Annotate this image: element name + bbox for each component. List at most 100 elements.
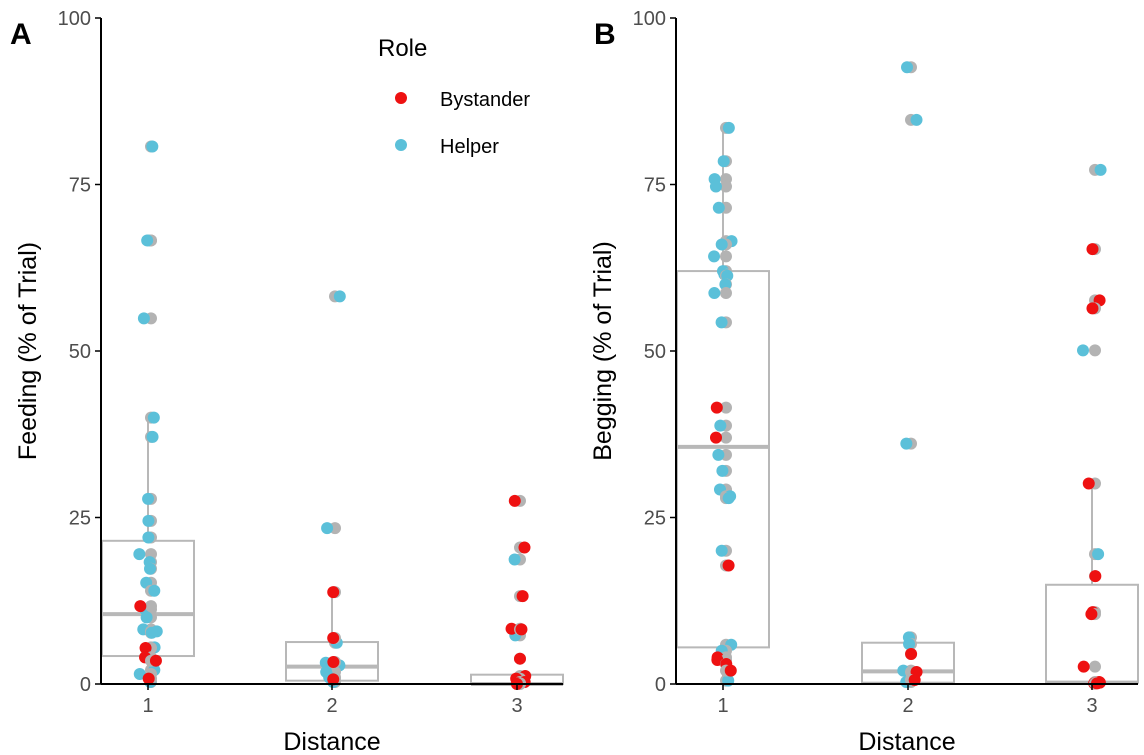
panel-b-xlabel: Distance [858, 728, 955, 755]
panel-b-point-shadow [720, 250, 732, 263]
panel-a-point-helper [146, 430, 159, 443]
panel-b-point-helper [717, 155, 730, 168]
panel-a-point-helper [148, 584, 161, 597]
panel-b-y-tick-label: 75 [644, 175, 666, 197]
panel-b-point-helper [910, 113, 923, 126]
panel-a-point-helper [137, 312, 150, 325]
panel-a-point-bystander [327, 632, 340, 645]
panel-b-point-helper [1092, 548, 1105, 561]
panel-a-point-bystander [327, 586, 340, 599]
panel-b-point-helper [709, 180, 722, 193]
panel-b-plot-area: 0 25 50 75 100 1 2 3 [633, 8, 1139, 717]
panel-b-point-bystander [1089, 570, 1102, 583]
panel-b-y-tick-label: 50 [644, 341, 666, 363]
legend-label-helper: Helper [440, 136, 499, 158]
panel-a-point-helper [508, 553, 521, 566]
panel-b-point-shadow [720, 401, 732, 414]
panel-b-point-helper [708, 287, 721, 300]
panel-a-point-helper [142, 492, 155, 505]
panel-b-point-helper [1077, 344, 1090, 357]
panel-b-x-tick-label: 1 [717, 695, 728, 717]
panel-b-x-tick-label: 3 [1086, 695, 1097, 717]
panel-b-point-bystander [710, 431, 723, 444]
panel-b-point-shadow [720, 431, 732, 444]
panel-a-y-tick-label: 75 [69, 175, 91, 197]
panel-a-point-helper [333, 290, 346, 303]
panel-a-point-helper [141, 234, 154, 247]
panel-a-point-shadow [145, 600, 157, 613]
panel-b-point-helper [712, 201, 725, 214]
panel-b-y-tick-label: 0 [655, 674, 666, 696]
panel-a-point-helper [142, 514, 155, 527]
panel-a-y-tick-label: 25 [69, 508, 91, 530]
panel-a-ylabel: Feeding (% of Trial) [14, 242, 42, 460]
panel-b-point-helper [719, 278, 732, 291]
panel-b-point-helper [716, 464, 729, 477]
panel-b-point-helper [901, 61, 914, 74]
panel-b-point-bystander [905, 648, 918, 661]
panel-a-point-bystander [518, 541, 531, 554]
panel-a-point-helper [321, 522, 334, 535]
panel-b-point-helper [715, 238, 728, 251]
panel-a-point-helper [140, 611, 153, 624]
panel-b-point-helper [715, 544, 728, 557]
panel-a-label: A [10, 18, 32, 51]
panel-a-point-bystander [149, 654, 162, 667]
panel-a-point-helper [133, 668, 146, 681]
panel-a-point-bystander [327, 656, 340, 669]
panel-b-point-shadow [720, 287, 732, 300]
panel-a-y-tick-label: 50 [69, 341, 91, 363]
panel-b-point-bystander [1082, 477, 1095, 490]
panel-b-point-shadow [1089, 660, 1101, 673]
panel-a-plot-area: 0 25 50 75 100 1 2 3 [58, 8, 564, 717]
panel-b-point-helper [722, 121, 735, 134]
panel-b-x-tick-label: 2 [902, 695, 913, 717]
panel-b-point-helper [1094, 163, 1107, 176]
panel-a-point-helper [147, 411, 160, 424]
panel-b-point-shadow [1089, 344, 1101, 357]
panel-a-xlabel: Distance [283, 728, 380, 755]
panel-a-x-tick-label: 1 [142, 695, 153, 717]
panel-b-point-shadow [720, 180, 732, 193]
panel-a: A Feeding (% of Trial) Distance 0 25 50 75 1… [10, 8, 564, 755]
panel-b-point-helper [900, 437, 913, 450]
panel-a-point-helper [144, 562, 157, 575]
panel-b-point-helper [722, 492, 735, 505]
panel-b-point-bystander [722, 559, 735, 572]
panel-b-point-bystander [710, 401, 723, 414]
panel-a-point-helper [142, 531, 155, 544]
panel-b-point-bystander [1085, 608, 1098, 621]
panel-b-y-tick-label: 100 [633, 8, 666, 30]
panel-a-x-tick-label: 3 [511, 695, 522, 717]
panel-b-point-helper [715, 316, 728, 329]
panel-b-point-helper [903, 638, 916, 651]
panel-b-box-3 [1045, 484, 1139, 685]
panel-a-point-bystander [142, 672, 155, 685]
panel-b-point-bystander [724, 664, 737, 677]
panel-a-point-bystander [513, 652, 526, 665]
panel-b-point-helper [708, 250, 721, 263]
panel-a-point-bystander [139, 642, 152, 655]
panel-a-x-tick-label: 2 [326, 695, 337, 717]
panel-b-ylabel: Begging (% of Trial) [589, 241, 617, 461]
panel-b-point-bystander [1077, 660, 1090, 673]
legend-swatch-helper [395, 139, 407, 151]
panel-a-point-bystander [327, 673, 340, 686]
legend: Role Bystander Helper [378, 35, 530, 158]
panel-b: B Begging (% of Trial) Distance 0 25 50 75 1… [589, 8, 1139, 755]
legend-swatch-bystander [395, 92, 407, 104]
legend-label-bystander: Bystander [440, 89, 530, 111]
panel-a-point-helper [145, 626, 158, 639]
panel-a-point-bystander [134, 600, 147, 613]
panel-a-point-helper [146, 140, 159, 153]
panel-b-point-bystander [1086, 243, 1099, 256]
panel-b-point-helper [714, 419, 727, 432]
panel-b-y-tick-label: 25 [644, 508, 666, 530]
panel-a-point-bystander [515, 623, 528, 636]
panel-a-point-bystander [508, 494, 521, 507]
legend-title: Role [378, 35, 427, 62]
panel-b-label: B [594, 18, 616, 51]
panel-b-point-bystander [1086, 302, 1099, 315]
panel-b-point-helper [712, 448, 725, 461]
